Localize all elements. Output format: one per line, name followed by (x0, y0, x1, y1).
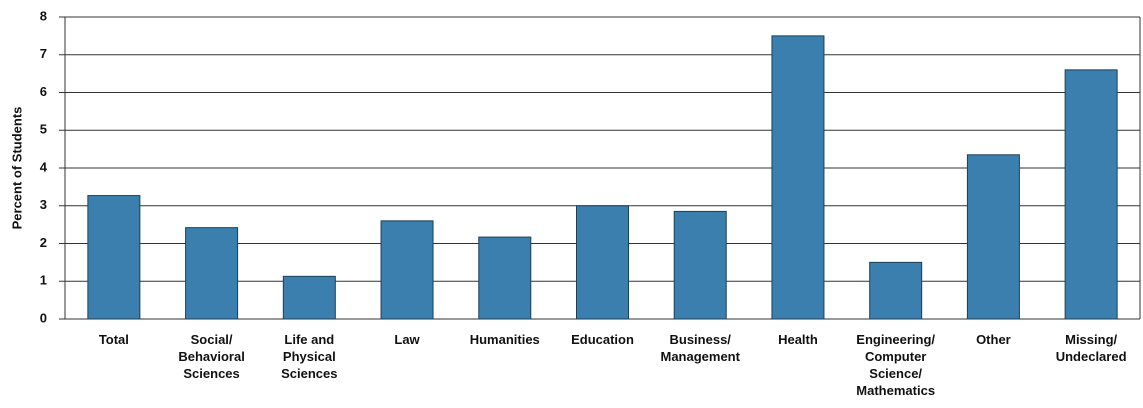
y-tick-label: 4 (40, 159, 48, 174)
y-tick-label: 0 (40, 310, 47, 325)
x-tick-label: Engineering/ Computer Science/ Mathemati… (856, 332, 936, 398)
y-axis-label: Percent of Students (9, 107, 24, 230)
x-tick-label: Humanities (469, 332, 540, 347)
x-tick-label: Law (394, 332, 420, 347)
bar (869, 261, 923, 320)
bar (380, 220, 434, 320)
x-tick-label: Missing/ Undeclared (1055, 332, 1127, 364)
x-tick-label: Life and Physical Sciences (281, 332, 338, 381)
bar (87, 195, 141, 320)
bar (966, 154, 1020, 320)
y-tick-label: 3 (40, 197, 47, 212)
x-tick-label: Education (571, 332, 634, 347)
bar (673, 210, 727, 320)
x-tick-label: Health (778, 332, 818, 347)
bar (771, 35, 825, 320)
y-tick-label: 6 (40, 84, 47, 99)
bar (282, 275, 336, 320)
bar (185, 227, 239, 320)
y-tick-label: 1 (40, 273, 47, 288)
y-tick-label: 2 (40, 235, 47, 250)
y-tick-label: 7 (40, 46, 47, 61)
x-tick-label: Other (976, 332, 1011, 347)
y-tick-label: 5 (40, 122, 47, 137)
bar (478, 236, 532, 320)
x-tick-label: Business/ Management (660, 332, 740, 364)
x-tick-label: Social/ Behavioral Sciences (178, 332, 245, 381)
bar (576, 205, 629, 320)
y-tick-label: 8 (40, 8, 47, 23)
bar (1064, 69, 1118, 320)
x-tick-label: Total (98, 332, 129, 347)
